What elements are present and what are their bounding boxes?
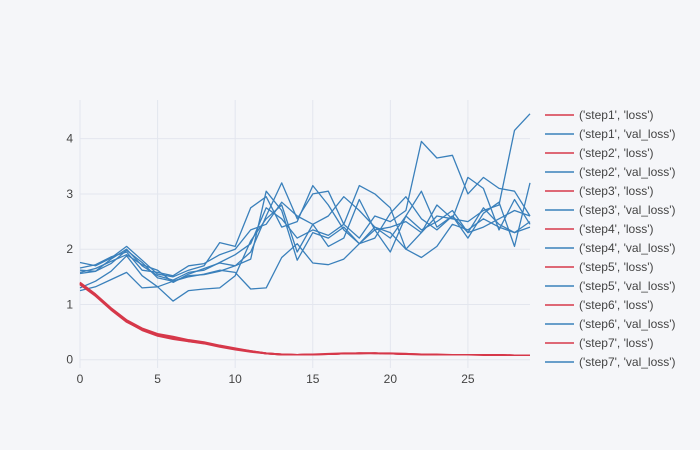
legend-item-label[interactable]: ('step6', 'val_loss') — [579, 317, 676, 331]
legend-item-label[interactable]: ('step1', 'val_loss') — [579, 127, 676, 141]
series-line-loss — [79, 282, 530, 357]
legend: ('step1', 'loss') ('step1', 'val_loss') ('… — [545, 108, 676, 369]
legend-item-label[interactable]: ('step2', 'val_loss') — [579, 165, 676, 179]
series-line-val-loss — [79, 176, 531, 284]
x-tick-label: 20 — [384, 372, 398, 386]
legend-item-label[interactable]: ('step5', 'loss') — [579, 260, 654, 274]
y-tick-label: 2 — [66, 242, 73, 256]
series-line-loss — [79, 281, 530, 357]
legend-item-label[interactable]: ('step7', 'val_loss') — [579, 355, 676, 369]
legend-item-label[interactable]: ('step4', 'val_loss') — [579, 241, 676, 255]
x-tick-label: 25 — [461, 372, 475, 386]
series-line-val-loss — [79, 218, 531, 292]
grid-lines — [79, 100, 530, 368]
series-line-loss — [79, 282, 530, 357]
series-line-loss — [79, 282, 530, 357]
legend-item-label[interactable]: ('step4', 'loss') — [579, 222, 654, 236]
legend-item-label[interactable]: ('step1', 'loss') — [579, 108, 654, 122]
series-line-val-loss — [79, 196, 531, 277]
x-tick-label: 0 — [77, 372, 84, 386]
y-tick-label: 1 — [66, 297, 73, 311]
y-tick-label: 3 — [66, 187, 73, 201]
series-line-val-loss — [79, 140, 531, 281]
y-tick-label: 4 — [66, 132, 73, 146]
y-tick-label: 0 — [66, 353, 73, 367]
x-tick-label: 5 — [154, 372, 161, 386]
legend-item-label[interactable]: ('step6', 'loss') — [579, 298, 654, 312]
series-line-val-loss — [79, 182, 531, 302]
series-line-loss — [79, 283, 530, 357]
plot-series — [79, 113, 531, 357]
series-line-loss — [79, 283, 530, 357]
legend-item-label[interactable]: ('step5', 'val_loss') — [579, 279, 676, 293]
axis-ticks: 0 5 10 15 20 25 0 1 2 3 4 — [66, 132, 475, 386]
legend-item-label[interactable]: ('step3', 'loss') — [579, 184, 654, 198]
legend-item-label[interactable]: ('step3', 'val_loss') — [579, 203, 676, 217]
legend-item-label[interactable]: ('step2', 'loss') — [579, 146, 654, 160]
x-tick-label: 15 — [306, 372, 320, 386]
series-line-loss — [79, 283, 530, 357]
x-tick-label: 10 — [228, 372, 242, 386]
legend-item-label[interactable]: ('step7', 'loss') — [579, 336, 654, 350]
